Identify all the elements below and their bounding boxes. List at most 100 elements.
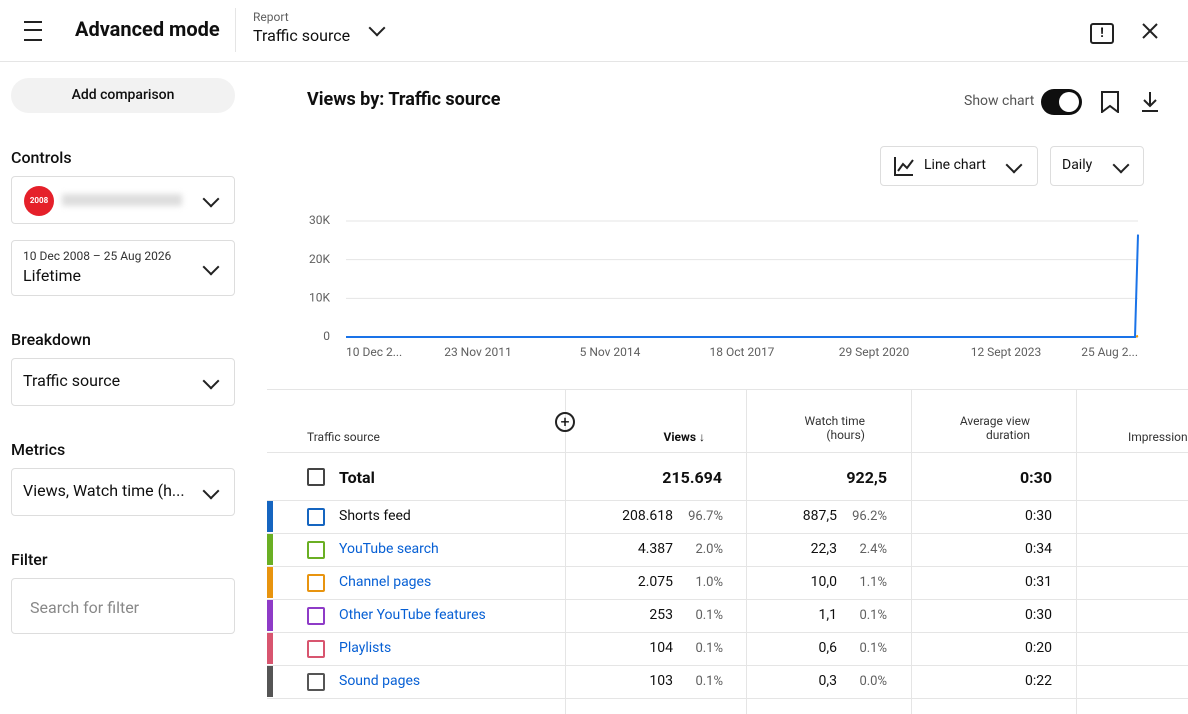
y-tick-label: 10K xyxy=(309,291,330,305)
menu-button[interactable] xyxy=(24,21,42,41)
table-row: Channel pages 2.075 1.0% 10,0 1.1% 0:31 xyxy=(267,566,1188,600)
y-tick-label: 0 xyxy=(323,329,330,343)
col-divider xyxy=(911,389,912,714)
header: Advanced mode Report Traffic source ! xyxy=(0,0,1188,62)
section-label: Filter xyxy=(11,550,48,569)
views-pct: 0.1% xyxy=(695,674,723,689)
watch-time: 1,1 xyxy=(818,607,838,623)
row-color xyxy=(267,501,273,532)
row-color xyxy=(267,633,273,664)
checkbox[interactable] xyxy=(307,640,325,658)
series-line xyxy=(346,234,1139,338)
column-header[interactable]: Traffic source xyxy=(307,430,380,444)
source-name[interactable]: YouTube search xyxy=(339,541,439,557)
x-tick-label: 18 Oct 2017 xyxy=(710,345,775,359)
blurred-channel-name xyxy=(62,194,182,206)
table-row: Shorts feed 208.618 96.7% 887,5 96.2% 0:30 xyxy=(267,500,1188,534)
section-label: Metrics xyxy=(11,440,66,459)
avg-duration: 0:30 xyxy=(1025,607,1052,623)
row-color xyxy=(267,534,273,565)
chart-type-select[interactable]: Line chart xyxy=(880,146,1038,186)
dropdown-icon xyxy=(202,482,220,500)
source-name[interactable]: Channel pages xyxy=(339,574,432,590)
total-label: Total xyxy=(339,468,375,487)
views: 103 xyxy=(649,673,673,689)
column-header[interactable]: Watch time (hours) xyxy=(804,414,865,442)
channel-select[interactable]: 2008 xyxy=(11,176,235,224)
views-pct: 1.0% xyxy=(695,575,723,590)
x-tick-label: 23 Nov 2011 xyxy=(444,345,512,359)
select-value: Line chart xyxy=(924,157,986,173)
source-name[interactable]: Other YouTube features xyxy=(339,607,486,623)
views-pct: 96.7% xyxy=(688,509,723,524)
x-tick-label: 10 Dec 2... xyxy=(346,345,402,359)
date-range: 10 Dec 2008 – 25 Aug 2026 xyxy=(23,249,172,263)
total-views: 215.694 xyxy=(662,468,722,487)
checkbox[interactable] xyxy=(307,673,325,691)
views-pct: 2.0% xyxy=(695,542,723,557)
x-tick-label: 25 Aug 2... xyxy=(1081,345,1138,359)
breakdown-select[interactable]: Traffic source xyxy=(11,358,235,406)
interval-select[interactable]: Daily xyxy=(1050,146,1144,186)
filter-input[interactable]: Search for filter xyxy=(11,578,235,634)
views: 253 xyxy=(649,607,673,623)
y-tick-label: 30K xyxy=(309,213,330,227)
col-divider xyxy=(1076,389,1077,714)
placeholder: Search for filter xyxy=(30,598,140,617)
views: 104 xyxy=(649,640,673,656)
divider xyxy=(235,8,236,52)
watch-pct: 2.4% xyxy=(859,542,887,557)
column-header[interactable]: Views ↓ xyxy=(663,430,705,444)
avg-duration: 0:34 xyxy=(1025,541,1052,557)
column-header[interactable]: Impressions xyxy=(1128,430,1188,444)
watch-pct: 0.0% xyxy=(859,674,887,689)
checkbox[interactable] xyxy=(307,468,325,486)
checkbox[interactable] xyxy=(307,508,325,526)
watch-time: 10,0 xyxy=(810,574,837,590)
source-name: Shorts feed xyxy=(339,508,411,524)
feedback-button[interactable]: ! xyxy=(1090,23,1114,44)
views-pct: 0.1% xyxy=(695,608,723,623)
table-row: Sound pages 103 0.1% 0,3 0.0% 0:22 xyxy=(267,665,1188,699)
show-chart-toggle[interactable] xyxy=(1041,89,1082,115)
download-button[interactable] xyxy=(1140,91,1160,113)
watch-time: 0,6 xyxy=(818,640,838,656)
views: 2.075 xyxy=(637,574,673,590)
select-value: Views, Watch time (h... xyxy=(23,481,185,500)
metrics-select[interactable]: Views, Watch time (h... xyxy=(11,468,235,516)
column-header[interactable]: Average view duration xyxy=(959,414,1030,442)
checkbox[interactable] xyxy=(307,607,325,625)
views: 208.618 xyxy=(622,508,673,524)
watch-time: 0,3 xyxy=(818,673,838,689)
watch-pct: 0.1% xyxy=(859,641,887,656)
y-tick-label: 20K xyxy=(309,252,330,266)
total-avg: 0:30 xyxy=(1019,468,1052,487)
bookmark-button[interactable] xyxy=(1100,91,1120,113)
date-select[interactable]: 10 Dec 2008 – 25 Aug 2026 Lifetime xyxy=(11,240,235,296)
column-header-text: Views xyxy=(663,430,697,444)
close-button[interactable] xyxy=(1141,22,1159,40)
toggle-label: Show chart xyxy=(964,93,1035,109)
report-value[interactable]: Traffic source xyxy=(253,26,351,45)
row-color xyxy=(267,567,273,598)
x-tick-label: 12 Sept 2023 xyxy=(971,345,1042,359)
views-pct: 0.1% xyxy=(695,641,723,656)
add-comparison-button[interactable]: Add comparison xyxy=(11,78,235,113)
line-chart-icon xyxy=(894,157,914,176)
x-tick-label: 29 Sept 2020 xyxy=(839,345,910,359)
checkbox[interactable] xyxy=(307,574,325,592)
watch-pct: 0.1% xyxy=(859,608,887,623)
total-watch: 922,5 xyxy=(846,468,887,487)
checkbox[interactable] xyxy=(307,541,325,559)
avg-duration: 0:22 xyxy=(1025,673,1052,689)
date-value: Lifetime xyxy=(23,266,82,285)
source-name[interactable]: Sound pages xyxy=(339,673,421,689)
table-row: Other YouTube features 253 0.1% 1,1 0.1% 0:30 xyxy=(267,599,1188,633)
add-column-button[interactable]: + xyxy=(555,412,575,432)
table-row: Playlists 104 0.1% 0,6 0.1% 0:20 xyxy=(267,632,1188,666)
source-name[interactable]: Playlists xyxy=(339,640,392,656)
chart-title: Views by: Traffic source xyxy=(307,89,501,110)
select-value: Traffic source xyxy=(23,371,121,390)
row-color xyxy=(267,600,273,631)
